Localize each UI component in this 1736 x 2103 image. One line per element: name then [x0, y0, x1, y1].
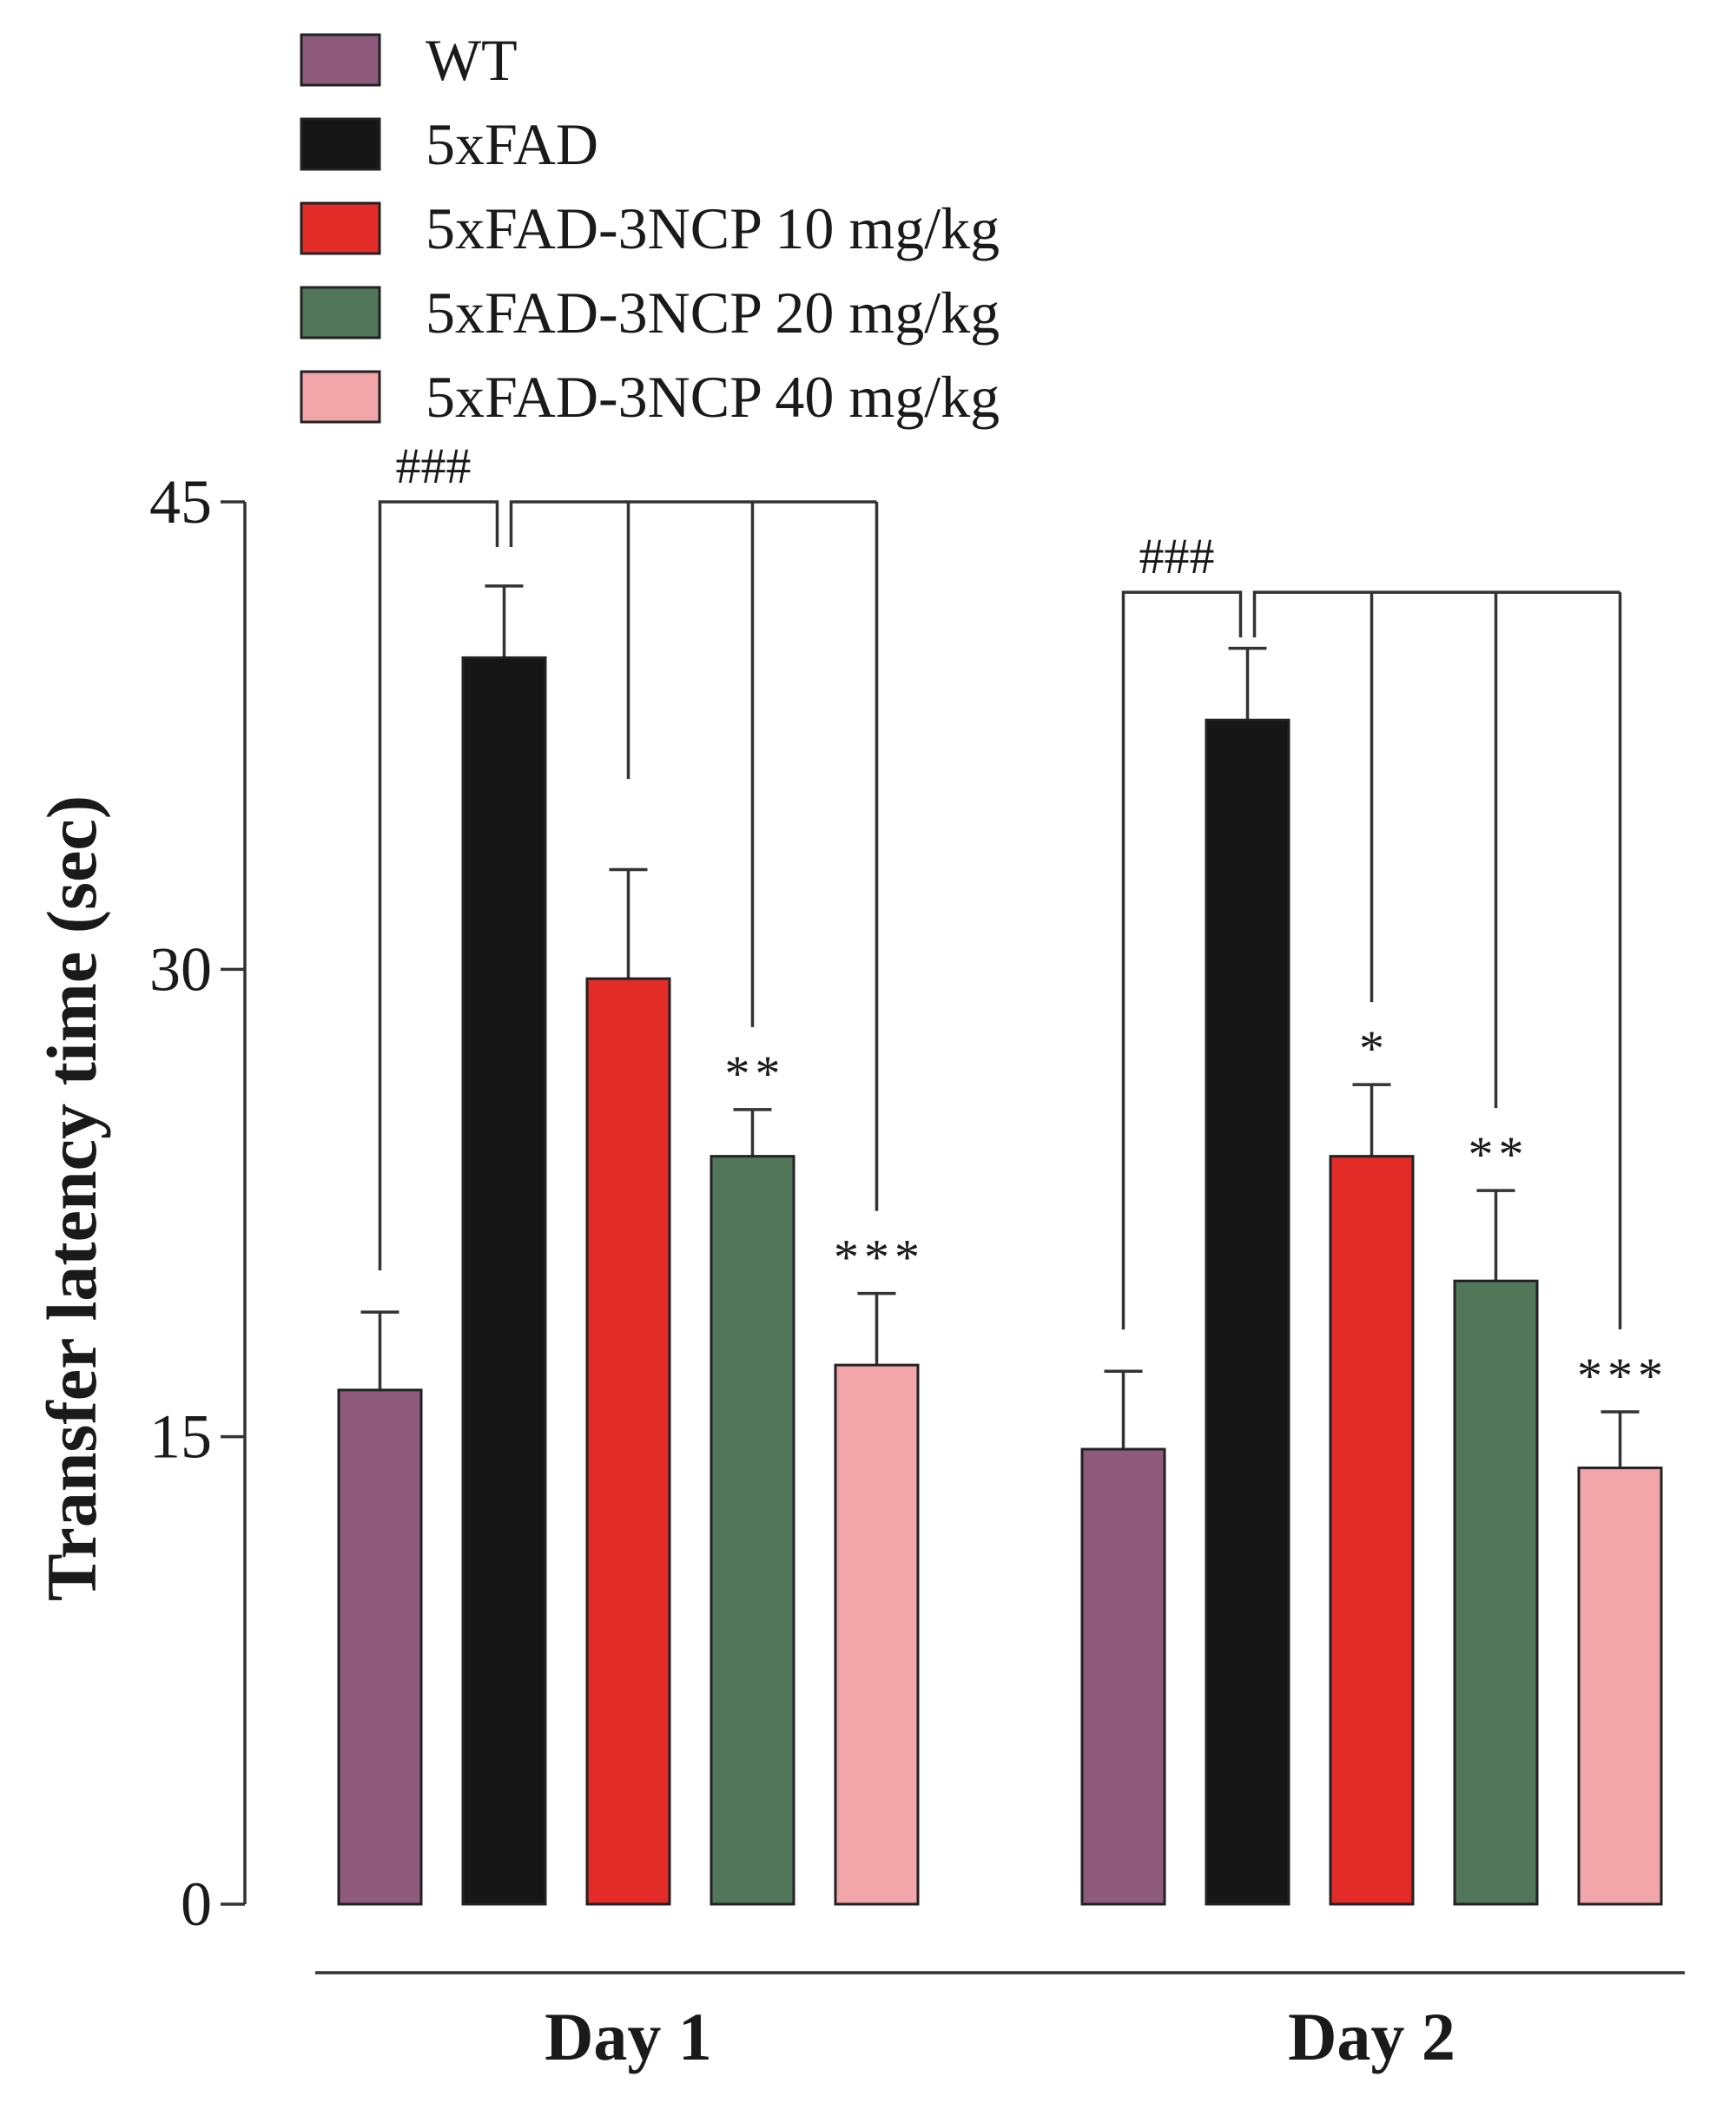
y-tick-label-0: 0 — [181, 1869, 212, 1939]
legend: WT 5xFAD 5xFAD-3NCP 10 mg/kg 5xFAD-3NCP 20 … — [300, 27, 1000, 430]
y-tick-label-3: 45 — [149, 467, 212, 537]
bar-0-4 — [834, 1363, 920, 1906]
legend-swatch-4 — [300, 370, 381, 424]
axes: 0 15 30 45 — [149, 467, 1685, 1974]
bar-0-1 — [461, 656, 547, 1906]
sig-stars-1-4: *** — [1577, 1348, 1668, 1404]
hash-label-0: ### — [396, 438, 472, 494]
bars: Day 1 Day 2 — [337, 584, 1663, 2074]
legend-swatch-3 — [300, 286, 381, 340]
legend-label-1: 5xFAD — [426, 111, 598, 177]
legend-swatch-2 — [300, 201, 381, 255]
significance-annotations: ###*****###****** — [378, 438, 1668, 1404]
bar-1-1 — [1205, 718, 1290, 1906]
x-category-label-1: Day 2 — [1288, 1999, 1455, 2074]
sig-stars-1-2: * — [1359, 1020, 1389, 1077]
y-axis-label: Transfer latency time (sec) — [32, 795, 111, 1601]
legend-swatch-1 — [300, 117, 381, 171]
bar-1-4 — [1577, 1467, 1663, 1906]
sig-stars-1-3: ** — [1469, 1126, 1529, 1183]
bar-1-3 — [1453, 1279, 1539, 1906]
x-category-label-0: Day 1 — [545, 1999, 712, 2074]
legend-label-4: 5xFAD-3NCP 40 mg/kg — [426, 364, 1000, 430]
bar-1-2 — [1329, 1155, 1415, 1906]
bracket-star-1 — [1252, 590, 1620, 638]
bracket-hash-1 — [1121, 590, 1243, 1330]
bracket-hash-0 — [378, 500, 499, 1271]
legend-label-2: 5xFAD-3NCP 10 mg/kg — [426, 195, 1000, 261]
bar-1-0 — [1080, 1447, 1166, 1906]
legend-label-3: 5xFAD-3NCP 20 mg/kg — [426, 280, 1000, 346]
y-tick-label-2: 30 — [149, 934, 212, 1004]
legend-label-0: WT — [426, 27, 518, 93]
sig-stars-0-4: *** — [834, 1229, 925, 1286]
bar-0-0 — [337, 1388, 423, 1906]
bar-0-2 — [585, 977, 671, 1906]
bracket-star-0 — [509, 500, 877, 547]
bar-0-3 — [710, 1155, 795, 1906]
legend-swatch-0 — [300, 33, 381, 87]
hash-label-1: ### — [1139, 528, 1215, 584]
y-tick-label-1: 15 — [149, 1402, 212, 1472]
sig-stars-0-3: ** — [725, 1045, 786, 1102]
